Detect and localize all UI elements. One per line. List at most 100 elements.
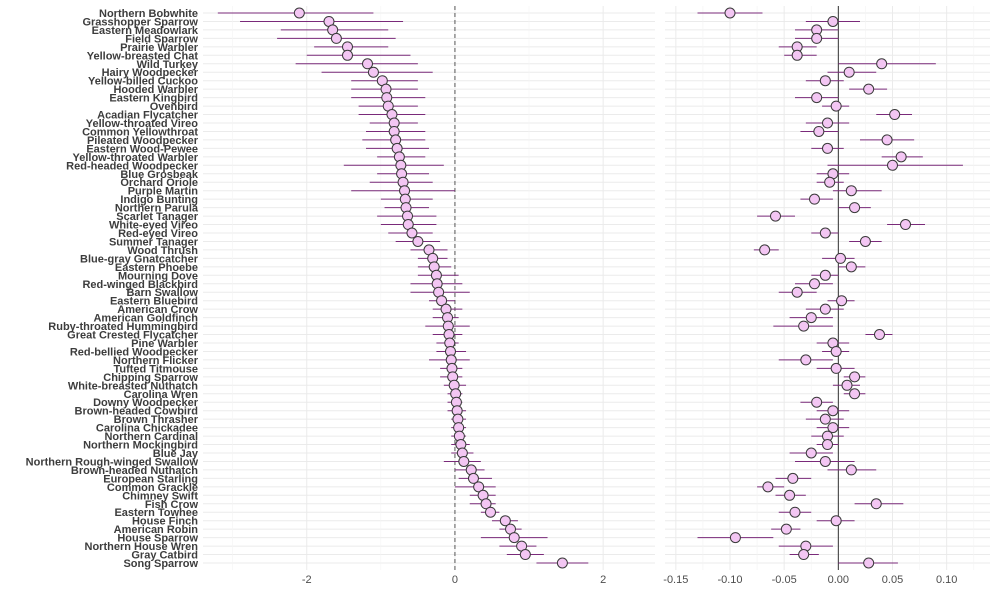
species-label: Red-bellied Woodpecker	[70, 346, 199, 358]
estimate-point	[830, 515, 842, 527]
species-label: Scarlet Tanager	[116, 211, 198, 223]
estimate-point	[819, 227, 831, 239]
species-label: Summer Tanager	[109, 236, 199, 248]
species-label: Wood Thrush	[127, 245, 198, 257]
estimate-point	[508, 532, 520, 544]
estimate-panel-right: -0.15 -0.10 -0.05 0.00 0.05 0.10	[663, 6, 990, 586]
species-label: Field Sparrow	[125, 33, 198, 45]
species-label: Prairie Warbler	[120, 42, 199, 54]
estimate-point	[863, 83, 875, 95]
estimate-point	[519, 549, 531, 561]
estimate-point	[791, 49, 803, 61]
x-tick-label: -0.10	[717, 574, 742, 586]
species-label: White-eyed Vireo	[109, 220, 198, 232]
estimate-point	[830, 345, 842, 357]
estimate-point	[798, 320, 810, 332]
species-label: Song Sparrow	[123, 558, 198, 570]
estimate-point	[819, 269, 831, 281]
estimate-point	[863, 557, 875, 569]
estimate-point	[780, 523, 792, 535]
species-label: Downy Woodpecker	[93, 397, 199, 409]
estimate-point	[811, 92, 823, 104]
estimate-point	[813, 125, 825, 137]
species-label: Indigo Bunting	[120, 194, 198, 206]
estimate-point	[467, 472, 479, 484]
estimate-point	[845, 185, 857, 197]
estimate-point	[876, 58, 888, 70]
species-label: Chipping Sparrow	[103, 372, 198, 384]
species-label: American Robin	[114, 524, 199, 536]
estimate-point	[784, 489, 796, 501]
estimate-point	[849, 202, 861, 214]
estimate-point	[827, 15, 839, 27]
species-label: Hooded Warbler	[113, 84, 198, 96]
estimate-point	[845, 464, 857, 476]
estimate-point	[895, 151, 907, 163]
species-label: Northern Rough-winged Swallow	[26, 456, 199, 468]
species-label: Blue Grosbeak	[120, 169, 199, 181]
x-tick-label: -2	[302, 574, 312, 586]
estimate-point	[811, 396, 823, 408]
species-label: Red-eyed Vireo	[118, 228, 198, 240]
estimate-point	[406, 227, 418, 239]
estimate-point	[341, 49, 353, 61]
estimate-point	[809, 278, 820, 290]
estimate-point	[293, 7, 305, 19]
species-label: Northern Mockingbird	[83, 440, 198, 452]
species-label: Chimney Swift	[122, 490, 198, 502]
estimate-point	[480, 498, 492, 510]
estimate-point	[791, 286, 803, 298]
species-label: Common Yellowthroat	[82, 126, 198, 138]
estimate-point	[900, 219, 911, 231]
estimate-point	[499, 515, 511, 527]
estimate-point	[367, 66, 379, 78]
estimate-point	[798, 549, 810, 561]
species-label: Ruby-throated Hummingbird	[48, 321, 198, 333]
species-label: European Starling	[103, 473, 198, 485]
estimate-point	[458, 455, 470, 467]
species-label: Great Crested Flycatcher	[67, 330, 199, 342]
estimate-point	[841, 379, 853, 391]
estimate-point	[830, 362, 842, 374]
species-label: Pileated Woodpecker	[87, 135, 199, 147]
species-label: Carolina Wren	[124, 389, 199, 401]
species-label: American Crow	[117, 304, 198, 316]
estimate-point	[819, 413, 831, 425]
estimate-point	[412, 235, 424, 247]
species-label: Orchard Oriole	[120, 177, 198, 189]
estimate-point	[811, 32, 823, 44]
species-label: White-breasted Nuthatch	[68, 380, 198, 392]
estimate-point	[843, 66, 855, 78]
species-label: House Finch	[132, 516, 198, 528]
estimate-point	[330, 32, 342, 44]
estimate-point	[874, 329, 885, 341]
species-label: Eastern Bluebird	[110, 296, 198, 308]
estimate-point	[762, 481, 774, 493]
estimate-point	[824, 176, 836, 188]
species-label: Yellow-throated Warbler	[72, 152, 198, 164]
estimate-point	[822, 439, 833, 451]
x-tick-label: 2	[600, 574, 606, 586]
estimate-point	[787, 472, 799, 484]
estimate-point	[819, 303, 831, 315]
estimate-point	[724, 7, 736, 19]
species-label: Yellow-breasted Chat	[87, 50, 199, 62]
estimate-point	[887, 159, 898, 171]
estimate-point	[729, 532, 741, 544]
estimate-point	[819, 75, 831, 87]
estimate-point	[800, 354, 812, 366]
x-tick-label: 0.00	[828, 574, 849, 586]
estimate-point	[859, 235, 871, 247]
species-label: Eastern Phoebe	[115, 262, 198, 274]
species-label: Pine Warbler	[131, 338, 199, 350]
estimate-point	[436, 295, 448, 307]
x-tick-label: -0.15	[663, 574, 688, 586]
species-label: Yellow-billed Cuckoo	[88, 76, 198, 88]
estimate-point	[473, 481, 485, 493]
species-label: Wild Turkey	[137, 59, 199, 71]
estimate-point	[822, 142, 833, 154]
species-label: Mourning Dove	[118, 270, 198, 282]
estimate-panel-left: -2 0 2	[203, 6, 655, 586]
